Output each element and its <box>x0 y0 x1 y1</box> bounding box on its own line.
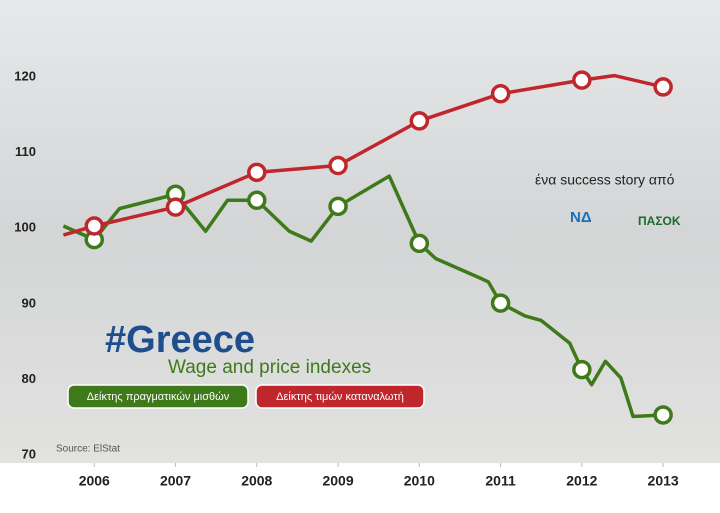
x-tick-label: 2009 <box>322 473 353 489</box>
source: Source: ElStat <box>56 444 120 455</box>
legend-swatch <box>67 384 249 409</box>
x-tick-label: 2006 <box>79 473 110 489</box>
legend: Δείκτης πραγματικών μισθών Δείκτης τιμών … <box>67 384 425 409</box>
y-tick-label: 120 <box>14 69 36 84</box>
annotation: ένα success story από <box>535 172 675 188</box>
point-marker <box>328 155 348 176</box>
y-tick-label: 70 <box>22 446 36 461</box>
point-marker <box>653 77 673 97</box>
x-tick-label: 2007 <box>160 473 191 489</box>
logo-nd: ΝΔ <box>570 209 592 226</box>
x-tick-label: 2010 <box>404 473 435 489</box>
x-tick-label: 2013 <box>648 473 679 489</box>
point-marker <box>84 216 105 236</box>
point-marker <box>490 83 511 104</box>
y-tick-label: 100 <box>14 220 36 235</box>
legend-label: Δείκτης πραγματικών μισθών <box>87 391 230 403</box>
x-tick-label: 2012 <box>566 473 597 489</box>
point-marker <box>165 197 186 217</box>
point-marker <box>328 196 348 217</box>
series-line <box>62 174 664 419</box>
chart-subtitle: Wage and price indexes <box>168 357 371 378</box>
chart-title: #Greece <box>105 319 255 361</box>
y-tick-label: 110 <box>15 144 36 159</box>
point-marker <box>247 190 267 211</box>
point-marker <box>490 293 511 313</box>
y-tick-label: 90 <box>22 295 36 310</box>
point-marker <box>247 162 267 183</box>
logo-pasok: ΠΑΣΟΚ <box>638 214 681 228</box>
legend-label: Δείκτης τιμών καταναλωτή <box>276 391 404 403</box>
legend-swatch <box>255 384 425 409</box>
x-tick-label: 2008 <box>241 473 272 489</box>
point-marker <box>409 233 430 254</box>
x-axis-strip <box>0 463 720 508</box>
x-tick-label: 2011 <box>485 473 516 489</box>
point-marker <box>653 405 673 425</box>
point-marker <box>572 70 592 90</box>
point-marker <box>572 359 592 380</box>
series-line <box>62 73 664 237</box>
y-tick-label: 80 <box>22 371 36 386</box>
point-marker <box>409 111 430 131</box>
